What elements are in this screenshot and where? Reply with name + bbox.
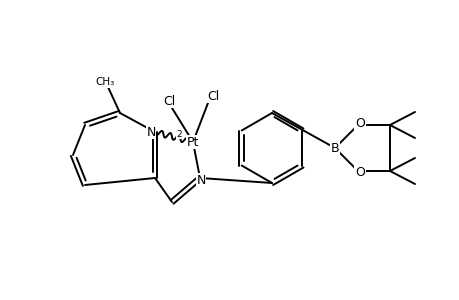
Text: Pt: Pt bbox=[186, 136, 199, 148]
Text: CH₃: CH₃ bbox=[95, 77, 114, 87]
Text: N: N bbox=[146, 125, 155, 139]
Text: Cl: Cl bbox=[162, 94, 175, 107]
Text: Cl: Cl bbox=[207, 89, 218, 103]
Text: B: B bbox=[330, 142, 339, 154]
Text: N: N bbox=[196, 173, 205, 187]
Text: O: O bbox=[354, 167, 364, 179]
Text: O: O bbox=[354, 116, 364, 130]
Text: 2: 2 bbox=[176, 130, 181, 139]
